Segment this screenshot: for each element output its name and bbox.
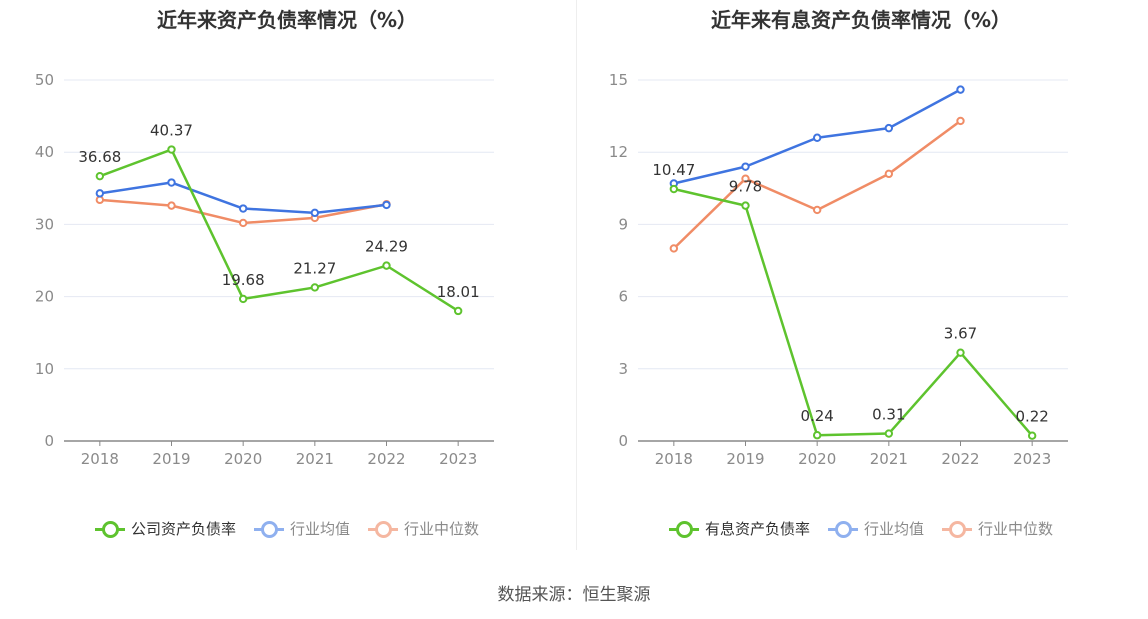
legend-item-average[interactable]: 行业均值: [827, 518, 924, 539]
chart-title: 近年来资产负债率情况（%）: [156, 8, 418, 32]
primary-series-point: [453, 306, 463, 316]
legend-marker-icon: [668, 520, 699, 538]
legend-item-company[interactable]: 有息资产负债率: [668, 518, 810, 539]
x-tick-label: 2022: [941, 450, 979, 468]
median-series-point: [884, 169, 894, 179]
x-tick-label: 2019: [726, 450, 764, 468]
data-label: 40.37: [150, 122, 193, 140]
median-series-point: [669, 244, 679, 253]
average-series-point: [95, 189, 105, 198]
median-series-point: [956, 116, 965, 126]
y-tick-label: 15: [609, 71, 628, 89]
primary-series-point: [669, 184, 679, 194]
y-tick-label: 0: [44, 432, 54, 450]
primary-series-point: [812, 431, 822, 440]
average-series-point: [884, 123, 894, 133]
primary-series-line: [99, 148, 459, 313]
average-series-point: [956, 85, 965, 94]
primary-series-point: [382, 261, 391, 270]
interest-debt-ratio-chart: 0 3 6 9 12 15 2018 2019 2020 2021 2022 2023 10.47 9.7…: [609, 71, 1068, 468]
y-tick-label: 3: [618, 360, 628, 378]
legend-label: 行业均值: [863, 520, 924, 538]
data-source-label: 数据来源：恒生聚源: [497, 585, 651, 605]
legend-marker-icon: [253, 520, 284, 538]
legend-marker-icon: [942, 520, 972, 538]
chart-panel-interest-debt-ratio: 近年来有息资产负债率情况（%） 0 3 6 9 12 15 2018 2019 2020 2021…: [574, 0, 1148, 560]
x-tick-label: 2018: [655, 450, 693, 468]
y-tick-label: 20: [35, 288, 54, 306]
chart-legend: 公司资产负债率 行业均值 行业中位数: [0, 518, 574, 539]
primary-series-point: [741, 201, 750, 210]
data-label: 3.67: [944, 325, 977, 343]
legend-item-average[interactable]: 行业均值: [253, 518, 350, 539]
legend-label: 公司资产负债率: [130, 520, 236, 538]
x-tick-label: 2021: [870, 450, 908, 468]
primary-series-point: [956, 348, 965, 357]
legend-item-median[interactable]: 行业中位数: [368, 518, 479, 539]
x-tick-label: 2019: [152, 450, 190, 468]
y-tick-label: 10: [35, 360, 54, 378]
primary-series-point: [310, 283, 320, 292]
data-label: 0.22: [1015, 408, 1048, 426]
data-label: 21.27: [293, 259, 336, 277]
x-tick-label: 2023: [1013, 450, 1051, 468]
median-series-point: [167, 201, 176, 210]
data-label: 9.78: [729, 178, 762, 196]
legend-label: 行业中位数: [404, 520, 480, 538]
data-label: 19.68: [222, 271, 265, 289]
data-label: 36.68: [78, 148, 121, 166]
x-tick-label: 2022: [367, 450, 405, 468]
median-series-point: [238, 218, 248, 228]
data-label: 18.01: [437, 283, 480, 301]
legend-marker-icon: [368, 520, 398, 538]
median-series-point: [95, 195, 105, 205]
debt-ratio-chart: 0 10 20 30 40 50 2018 2019 2020 2021 2022 2023 36.68…: [35, 71, 494, 468]
x-tick-label: 2018: [81, 450, 119, 468]
x-tick-label: 2023: [439, 450, 477, 468]
chart-panel-debt-ratio: 近年来资产负债率情况（%） 0 10 20 30 40 50 2018 2019 2020 202…: [0, 0, 574, 560]
average-series-point: [310, 208, 320, 218]
x-tick-label: 2021: [296, 450, 334, 468]
data-label: 10.47: [652, 161, 695, 179]
data-label: 0.24: [800, 407, 833, 425]
legend-item-median[interactable]: 行业中位数: [942, 518, 1053, 539]
average-series-point: [741, 162, 750, 171]
data-label: 24.29: [365, 238, 408, 256]
primary-series-point: [238, 294, 248, 304]
x-tick-label: 2020: [224, 450, 262, 468]
x-tick-label: 2020: [798, 450, 836, 468]
legend-marker-icon: [94, 520, 125, 538]
y-tick-label: 50: [35, 71, 54, 89]
y-tick-label: 0: [618, 432, 628, 450]
average-series-point: [812, 133, 822, 142]
average-series-point: [382, 200, 391, 210]
median-series-point: [812, 205, 822, 215]
primary-series-point: [1027, 431, 1037, 440]
y-tick-label: 12: [609, 143, 628, 161]
chart-legend: 有息资产负债率 行业均值 行业中位数: [574, 518, 1148, 539]
legend-item-company[interactable]: 公司资产负债率: [94, 518, 236, 539]
median-series-point: [741, 174, 750, 183]
primary-series-line: [673, 187, 1034, 437]
average-series-point: [167, 178, 176, 187]
chart-title: 近年来有息资产负债率情况（%）: [710, 8, 1012, 32]
primary-series-point: [95, 171, 105, 181]
y-tick-label: 30: [35, 215, 54, 233]
y-tick-label: 40: [35, 143, 54, 161]
data-label: 0.31: [872, 406, 905, 424]
panel-divider: [576, 0, 577, 550]
y-tick-label: 6: [618, 288, 628, 306]
y-tick-label: 9: [618, 215, 628, 233]
legend-marker-icon: [827, 520, 858, 538]
primary-series-point: [167, 145, 176, 154]
legend-label: 行业均值: [289, 520, 350, 538]
legend-label: 行业中位数: [978, 520, 1054, 538]
primary-series-point: [884, 429, 894, 438]
average-series-point: [238, 204, 248, 213]
legend-label: 有息资产负债率: [704, 520, 810, 538]
